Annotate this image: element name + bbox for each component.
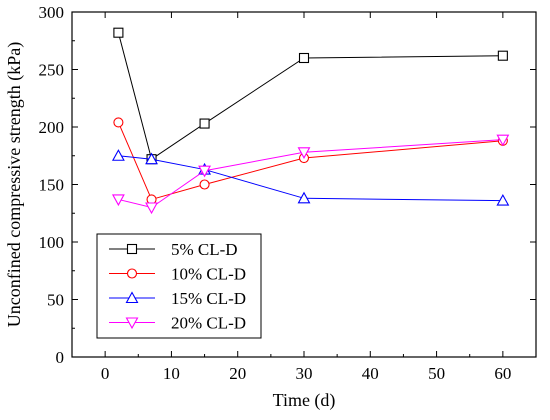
data-point [145,202,158,215]
data-point [145,152,158,165]
data-point [113,117,124,128]
data-point [198,165,212,178]
y-tick-label: 50 [47,291,64,310]
legend-box [96,233,262,339]
data-point [199,118,210,129]
legend-label: 15% CL-D [171,289,246,308]
series-line [117,32,503,161]
legend: 5% CL-D 10% CL-D 15% CL-D 20% CL-D [96,233,262,339]
series-4 [111,134,510,215]
data-point [113,27,124,38]
legend-label: 5% CL-D [171,240,238,259]
y-tick-label: 200 [39,118,65,137]
x-tick-label: 10 [163,364,180,383]
x-tick-label: 40 [362,364,379,383]
series-group [111,27,510,215]
data-point [111,194,125,207]
x-tick-label: 30 [296,364,313,383]
legend-marker [126,243,138,255]
legend-label: 10% CL-D [171,265,246,284]
x-axis-label: Time (d) [273,390,336,411]
data-point [496,193,510,206]
data-point [497,50,508,61]
legend-label: 20% CL-D [171,314,246,333]
data-point [298,52,310,64]
y-tick-label: 0 [56,348,65,367]
series-line [118,155,503,202]
y-tick-label: 100 [39,233,65,252]
data-point [297,191,311,204]
legend-marker [125,291,139,304]
x-tick-label: 60 [494,364,511,383]
y-axis-label: Unconfined compressive strength (kPa) [4,42,25,327]
legend-marker [125,317,139,330]
y-tick-label: 300 [39,3,65,22]
x-tick-label: 20 [229,364,246,383]
series-line [118,139,503,209]
series-2 [113,117,508,205]
legend-item: 10% CL-D [109,265,246,284]
x-axis: 0 10 20 30 40 50 60 [101,12,511,383]
y-tick-label: 150 [39,176,65,195]
legend-marker [126,268,138,279]
legend-item: 20% CL-D [109,314,246,333]
data-point [297,147,311,159]
data-point [111,149,125,161]
y-tick-label: 250 [39,61,65,80]
legend-item: 5% CL-D [109,240,238,259]
data-point [496,134,510,147]
y-axis: 0 50 100 150 200 250 300 [39,3,536,367]
x-tick-label: 0 [101,364,110,383]
series-3 [111,149,510,206]
legend-item: 15% CL-D [109,289,246,308]
series-line [117,122,503,201]
data-point [199,179,210,190]
x-tick-label: 50 [428,364,445,383]
